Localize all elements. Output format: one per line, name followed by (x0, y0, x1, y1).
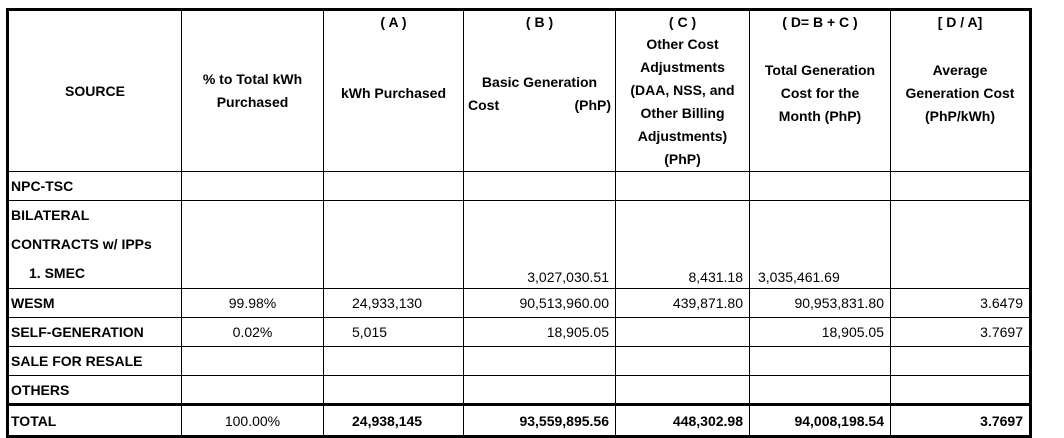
empty-cell (615, 375, 750, 405)
empty-cell (890, 375, 1031, 405)
empty-cell (181, 171, 324, 201)
source-cell: SALE FOR RESALE (7, 346, 182, 376)
empty-cell (181, 200, 324, 289)
basic-cost-cell: 93,559,895.56 (463, 404, 616, 437)
empty-cell (615, 346, 750, 376)
source-cell: BILATERAL CONTRACTS w/ IPPs 1. SMEC (7, 200, 182, 289)
header-a: ( A ) kWh Purchased (323, 9, 464, 172)
kwh-cell: 24,938,145 (323, 404, 464, 437)
source-cell: TOTAL (7, 404, 182, 437)
other-adjustments-cell: 8,431.18 (615, 200, 750, 289)
total-cost-cell: 3,035,461.69 (749, 200, 891, 289)
row-sale-for-resale: SALE FOR RESALE (7, 346, 1031, 376)
row-others: OTHERS (7, 375, 1031, 405)
avg-cost-cell: 3.6479 (890, 288, 1031, 318)
empty-cell (890, 171, 1031, 201)
generation-cost-table: SOURCE % to Total kWh Purchased ( A ) kW… (6, 8, 1032, 438)
other-adjustments-cell: 448,302.98 (615, 404, 750, 437)
header-e: [ D / A] Average Generation Cost (PhP/kW… (890, 9, 1031, 172)
pct-cell: 0.02% (181, 317, 324, 347)
empty-cell (463, 171, 616, 201)
empty-cell (181, 375, 324, 405)
header-pct: % to Total kWh Purchased (181, 9, 324, 172)
avg-cost-cell: 3.7697 (890, 404, 1031, 437)
generation-cost-table-container: SOURCE % to Total kWh Purchased ( A ) kW… (6, 8, 1032, 438)
kwh-cell: 24,933,130 (323, 288, 464, 318)
empty-cell (323, 346, 464, 376)
empty-cell (323, 375, 464, 405)
empty-cell (323, 171, 464, 201)
empty-cell (463, 346, 616, 376)
total-cost-cell: 94,008,198.54 (749, 404, 891, 437)
row-self-generation: SELF-GENERATION 0.02% 5,015 18,905.05 18… (7, 317, 1031, 347)
empty-cell (890, 200, 1031, 289)
pct-cell: 100.00% (181, 404, 324, 437)
empty-cell (749, 346, 891, 376)
empty-cell (323, 200, 464, 289)
source-cell: NPC-TSC (7, 171, 182, 201)
header-c: ( C ) Other Cost Adjustments (DAA, NSS, … (615, 9, 750, 172)
empty-cell (749, 375, 891, 405)
empty-cell (615, 171, 750, 201)
kwh-cell: 5,015 (323, 317, 464, 347)
row-total: TOTAL 100.00% 24,938,145 93,559,895.56 4… (7, 404, 1031, 437)
basic-cost-cell: 18,905.05 (463, 317, 616, 347)
row-bilateral: BILATERAL CONTRACTS w/ IPPs 1. SMEC 3,02… (7, 200, 1031, 289)
basic-cost-cell: 90,513,960.00 (463, 288, 616, 318)
row-wesm: WESM 99.98% 24,933,130 90,513,960.00 439… (7, 288, 1031, 318)
row-npc-tsc: NPC-TSC (7, 171, 1031, 201)
header-d: ( D= B + C ) Total Generation Cost for t… (749, 9, 891, 172)
basic-cost-cell: 3,027,030.51 (463, 200, 616, 289)
empty-cell (463, 375, 616, 405)
empty-cell (749, 171, 891, 201)
source-cell: OTHERS (7, 375, 182, 405)
header-row: SOURCE % to Total kWh Purchased ( A ) kW… (7, 9, 1031, 172)
avg-cost-cell: 3.7697 (890, 317, 1031, 347)
header-source: SOURCE (7, 9, 182, 172)
other-adjustments-cell: 439,871.80 (615, 288, 750, 318)
source-cell: SELF-GENERATION (7, 317, 182, 347)
total-cost-cell: 90,953,831.80 (749, 288, 891, 318)
header-b: ( B ) Basic Generation Cost (PhP) (463, 9, 616, 172)
empty-cell (181, 346, 324, 376)
pct-cell: 99.98% (181, 288, 324, 318)
source-cell: WESM (7, 288, 182, 318)
empty-cell (890, 346, 1031, 376)
total-cost-cell: 18,905.05 (749, 317, 891, 347)
empty-cell (615, 317, 750, 347)
